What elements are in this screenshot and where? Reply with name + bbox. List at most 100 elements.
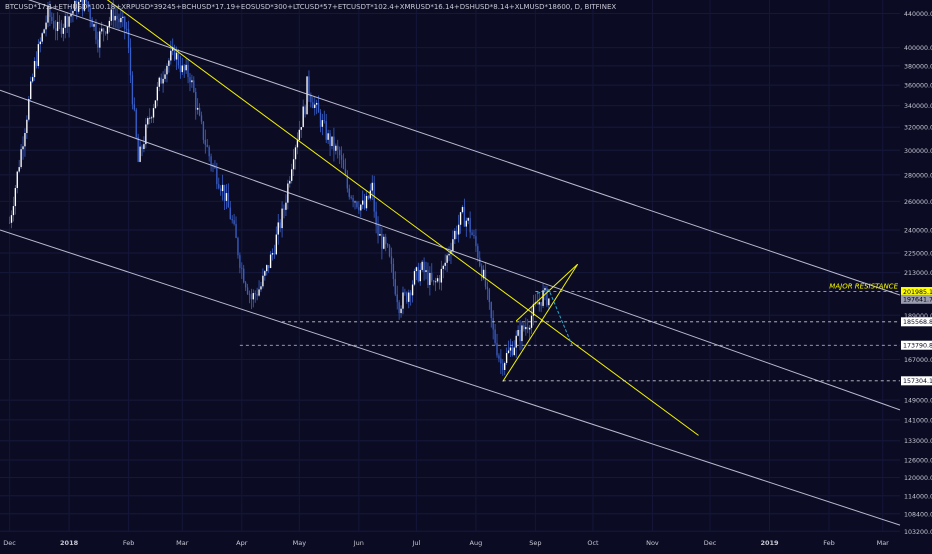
candle-body [56,21,59,31]
candle-body [91,18,93,27]
candle-body [277,222,279,235]
y-tick-label: 300000.0 [904,148,932,155]
candle-body [538,302,540,305]
candle-body [544,288,546,291]
candle-body [258,289,260,296]
price-label: 185568.8 [903,319,932,326]
candle-body [125,28,128,30]
trendline-wedge-lower [502,264,579,382]
candle-body [112,9,114,21]
candle-body [494,329,496,344]
candle-body [99,31,101,48]
candle-body [102,28,105,32]
candle-body [239,255,241,268]
candle-body [473,234,475,237]
y-tick-label: 225000.0 [904,251,932,258]
candle-body [12,206,15,216]
candle-body [210,156,212,166]
candle-body [252,293,254,300]
candle-body [110,9,112,21]
candle-body [35,61,38,66]
candle-body [292,159,295,170]
candle-body [300,127,302,130]
candle-body [532,303,535,316]
candle-body [72,10,74,14]
candle-body [89,7,91,19]
candle-body [383,236,385,249]
trendline-channel [0,89,901,411]
y-tick-label: 167000.0 [904,357,932,364]
y-tick-label: 440000.0 [904,11,932,18]
candle-body [417,267,420,282]
y-tick-label: 114000.0 [904,493,932,500]
candle-body [379,233,381,236]
candle-body [267,265,270,268]
candle-body [306,76,308,115]
x-tick-label: Jul [411,539,420,547]
major-resistance-label: MAJOR RESISTANCE [829,283,898,291]
candle-body [135,109,137,138]
candle-body [120,17,122,23]
candle-body [244,282,247,288]
candle-body [95,24,97,40]
x-tick-label: 2018 [60,539,79,547]
candle-body [264,271,266,276]
candle-body [189,77,191,83]
x-tick-label: May [293,539,307,547]
candle-body [375,211,377,226]
candle-body [149,117,151,119]
candle-body [398,302,400,314]
candle-body [302,106,304,128]
candle-body [81,0,84,11]
candle-body [181,65,183,73]
candle-body [310,95,312,103]
y-tick-label: 149000.0 [904,398,932,405]
candle-body [308,76,310,96]
candle-body [64,16,66,28]
candle-body [521,325,523,342]
candle-body [352,197,354,202]
candle-body [175,52,178,60]
candle-body [444,262,446,266]
grid-lines [0,0,900,532]
candle-body [221,184,224,192]
candle-body [87,1,89,8]
candle-body [114,15,116,21]
candle-body [250,294,253,300]
candle-body [409,292,412,296]
candle-body [394,279,396,295]
candle-body [431,272,433,281]
y-tick-label: 213000.0 [904,270,932,277]
candle-body [408,292,410,302]
candle-body [502,363,504,370]
candle-body [498,355,500,359]
candle-body [156,86,159,101]
candle-body [127,29,130,48]
candle-body [246,287,249,294]
price-label: 173790.8 [903,343,932,350]
candle-body [20,149,22,168]
candle-body [45,22,47,30]
candle-body [54,28,57,31]
candle-body [260,286,262,290]
candle-body [28,98,30,120]
candle-body [360,204,362,211]
candle-body [53,21,55,29]
candle-body [469,218,471,233]
candle-body [68,16,70,27]
candle-body [22,146,24,150]
candle-body [480,265,483,279]
x-tick-label: Feb [823,539,835,547]
candle-body [315,102,318,105]
candle-body [304,106,306,115]
candle-body [371,182,373,191]
candle-body [8,222,11,224]
x-tick-label: Nov [646,539,659,547]
candle-body [241,267,243,269]
candle-body [525,326,527,330]
candle-body [266,265,268,272]
candle-body [496,343,498,356]
candle-body [256,294,258,296]
